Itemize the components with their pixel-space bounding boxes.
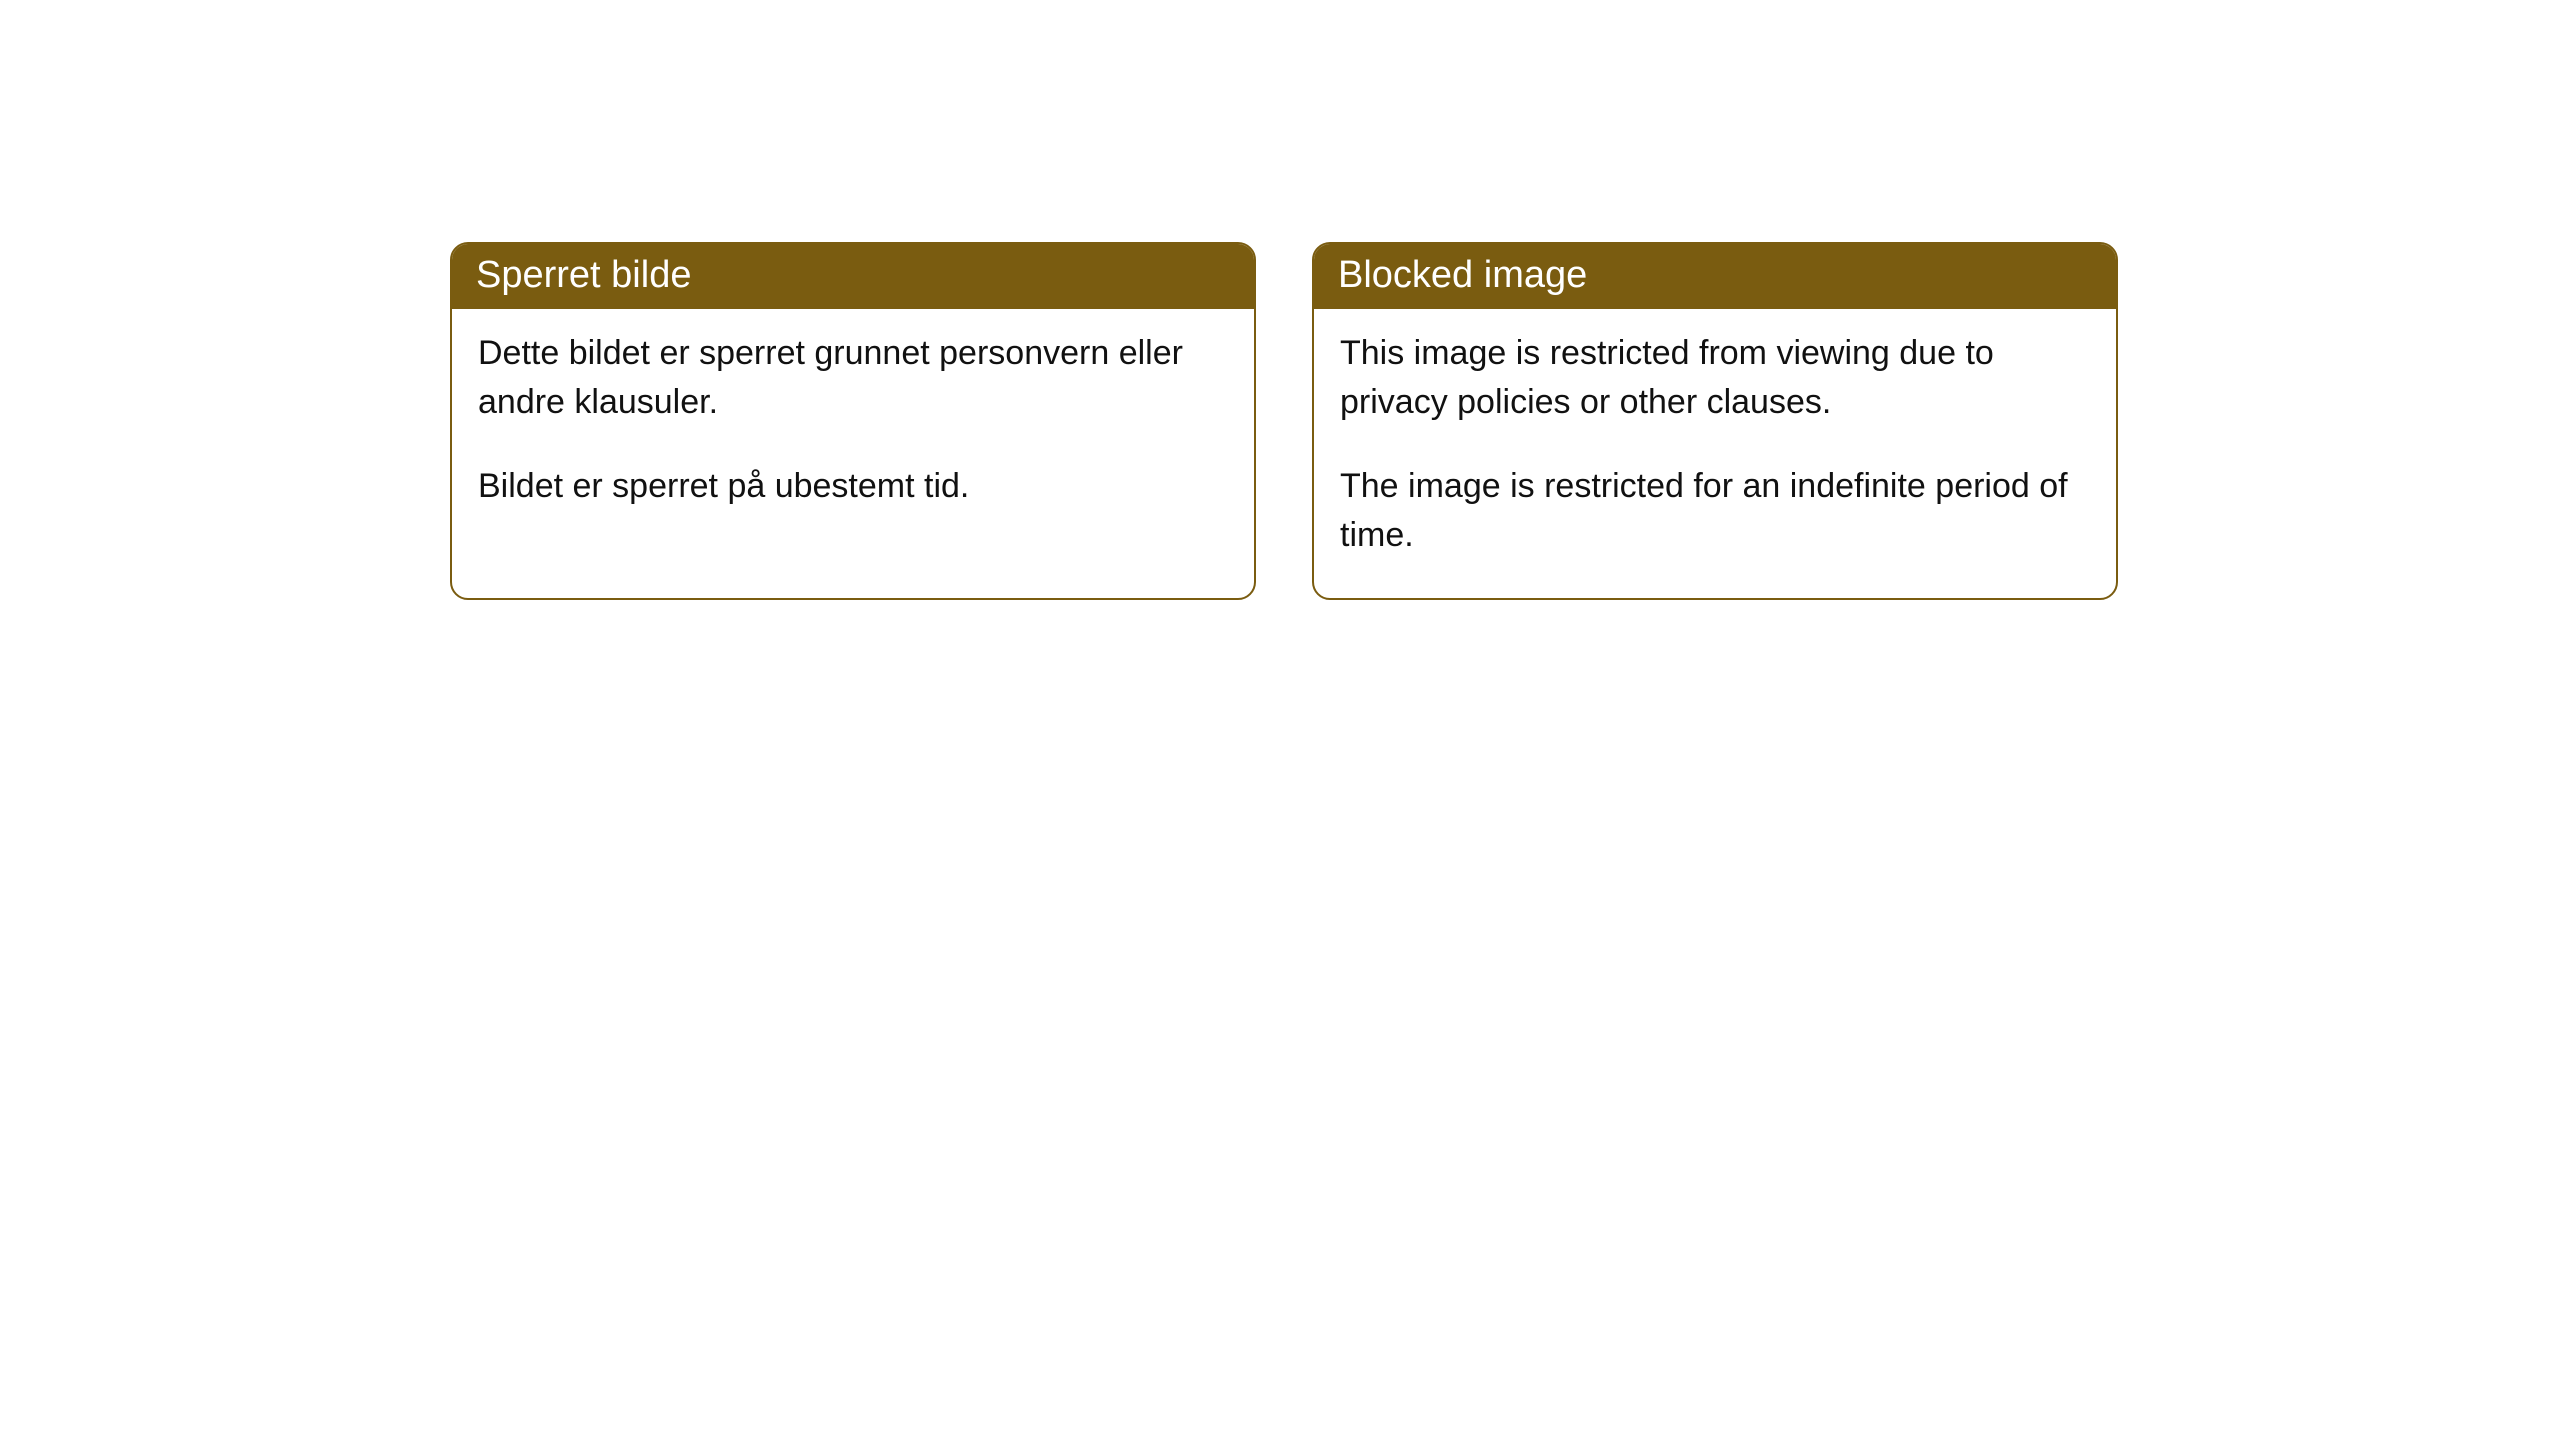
blocked-image-cards: Sperret bilde Dette bildet er sperret gr… — [450, 242, 2118, 600]
card-text-en-1: This image is restricted from viewing du… — [1340, 329, 2090, 428]
blocked-image-card-en: Blocked image This image is restricted f… — [1312, 242, 2118, 600]
card-text-no-2: Bildet er sperret på ubestemt tid. — [478, 462, 1228, 511]
card-text-no-1: Dette bildet er sperret grunnet personve… — [478, 329, 1228, 428]
card-body-en: This image is restricted from viewing du… — [1314, 309, 2116, 598]
card-header-en: Blocked image — [1314, 244, 2116, 309]
card-header-no: Sperret bilde — [452, 244, 1254, 309]
card-text-en-2: The image is restricted for an indefinit… — [1340, 462, 2090, 561]
card-body-no: Dette bildet er sperret grunnet personve… — [452, 309, 1254, 549]
blocked-image-card-no: Sperret bilde Dette bildet er sperret gr… — [450, 242, 1256, 600]
